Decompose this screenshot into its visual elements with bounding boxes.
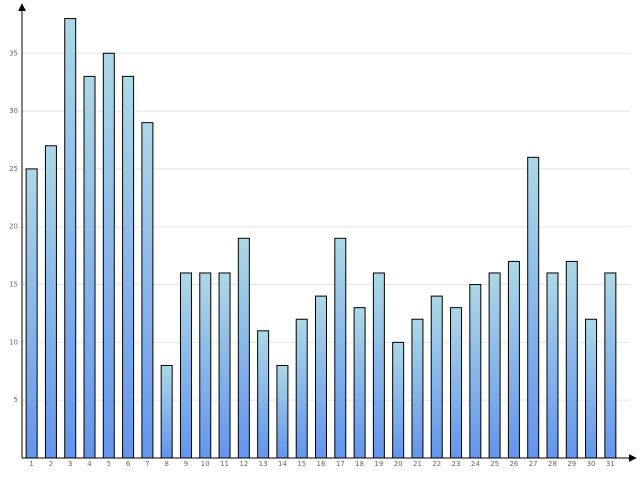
y-tick-label: 10 bbox=[9, 338, 18, 346]
x-tick-label: 30 bbox=[587, 460, 596, 468]
bar bbox=[44, 145, 57, 459]
x-tick-label: 15 bbox=[297, 460, 306, 468]
bar bbox=[488, 272, 501, 459]
bar bbox=[527, 156, 540, 459]
bar bbox=[122, 75, 135, 459]
x-tick-label: 9 bbox=[184, 460, 188, 468]
bar bbox=[372, 272, 385, 459]
bar bbox=[565, 260, 578, 459]
x-tick-label: 4 bbox=[87, 460, 92, 468]
x-tick-label: 24 bbox=[471, 460, 480, 468]
x-tick-label: 18 bbox=[355, 460, 364, 468]
y-tick-label: 35 bbox=[9, 49, 18, 57]
x-tick-label: 3 bbox=[68, 460, 72, 468]
bar bbox=[218, 272, 231, 459]
bar bbox=[392, 341, 405, 459]
x-tick-label: 21 bbox=[413, 460, 422, 468]
x-tick-label: 25 bbox=[490, 460, 499, 468]
bar bbox=[141, 122, 154, 459]
x-tick-label: 23 bbox=[452, 460, 461, 468]
bar bbox=[295, 318, 308, 459]
x-tick-label: 29 bbox=[567, 460, 576, 468]
x-tick-label: 27 bbox=[529, 460, 538, 468]
bar bbox=[546, 272, 559, 459]
bar bbox=[315, 295, 327, 459]
bar bbox=[199, 272, 212, 459]
x-tick-label: 7 bbox=[145, 460, 149, 468]
bar bbox=[353, 307, 366, 459]
bar bbox=[25, 168, 38, 459]
bar bbox=[334, 237, 347, 459]
bar bbox=[102, 52, 115, 459]
x-tick-label: 5 bbox=[107, 460, 111, 468]
y-tick-label: 15 bbox=[9, 281, 18, 289]
bar bbox=[585, 318, 598, 459]
y-tick-label: 5 bbox=[14, 396, 18, 404]
y-tick-label: 20 bbox=[9, 223, 18, 231]
y-tick-label: 25 bbox=[9, 165, 18, 173]
x-tick-label: 10 bbox=[201, 460, 210, 468]
x-tick-label: 2 bbox=[49, 460, 53, 468]
y-tick-label: 30 bbox=[9, 107, 18, 115]
x-tick-label: 12 bbox=[239, 460, 248, 468]
bar bbox=[64, 18, 77, 459]
bar bbox=[276, 364, 289, 459]
bar bbox=[604, 272, 617, 459]
x-tick-label: 22 bbox=[432, 460, 441, 468]
bar bbox=[469, 284, 482, 459]
bar bbox=[257, 330, 270, 459]
bar bbox=[83, 75, 96, 459]
x-tick-label: 20 bbox=[394, 460, 403, 468]
bar bbox=[237, 237, 250, 459]
bar bbox=[507, 260, 520, 459]
x-tick-label: 13 bbox=[259, 460, 268, 468]
x-tick-label: 1 bbox=[29, 460, 33, 468]
x-tick-label: 28 bbox=[548, 460, 557, 468]
bars bbox=[25, 18, 617, 459]
bar bbox=[430, 295, 443, 459]
x-tick-label: 19 bbox=[374, 460, 383, 468]
x-tick-label: 8 bbox=[164, 460, 168, 468]
x-tick-label: 14 bbox=[278, 460, 287, 468]
x-tick-label: 16 bbox=[317, 460, 326, 468]
x-tick-label: 31 bbox=[606, 460, 615, 468]
bar bbox=[411, 318, 424, 459]
x-tick-label: 6 bbox=[126, 460, 131, 468]
bar bbox=[450, 307, 463, 459]
bar bbox=[160, 364, 173, 459]
x-tick-label: 11 bbox=[220, 460, 229, 468]
x-tick-label: 26 bbox=[509, 460, 518, 468]
bar bbox=[179, 272, 192, 459]
x-tick-label: 17 bbox=[336, 460, 345, 468]
